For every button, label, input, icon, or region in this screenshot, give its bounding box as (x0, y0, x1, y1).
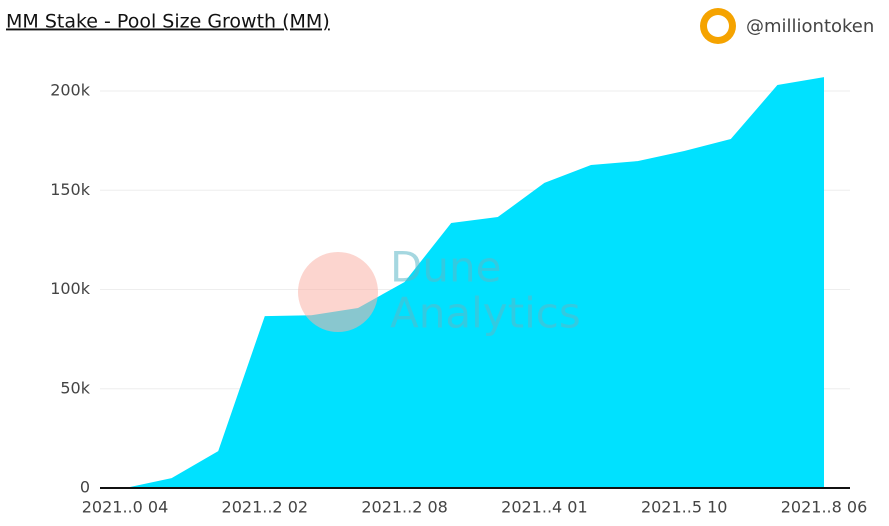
x-tick-label: 2021..2 08 (361, 498, 448, 517)
chart-title: MM Stake - Pool Size Growth (MM) (6, 11, 330, 33)
y-tick-label: 150k (50, 180, 91, 199)
y-tick-label: 100k (50, 279, 91, 298)
plot: 0 50k 100k 150k 200k 2021..0 04 2021..2 02 2021… (50, 77, 868, 517)
x-tick-label: 2021..8 06 (781, 498, 868, 517)
handle: @milliontoken (746, 16, 874, 37)
y-tick-label: 50k (60, 378, 90, 397)
x-tick-label: 2021..0 04 (82, 498, 169, 517)
x-tick-label: 2021..5 10 (641, 498, 728, 517)
watermark-logo (298, 252, 378, 332)
watermark-text: Dune (390, 243, 501, 292)
x-tick-label: 2021..2 02 (222, 498, 309, 517)
area (125, 77, 824, 488)
x-tick-label: 2021..4 01 (501, 498, 588, 517)
y-tick-label: 200k (50, 81, 91, 100)
avatar-inner (707, 15, 729, 37)
watermark-text: Analytics (390, 289, 581, 338)
watermark: Dune Analytics (298, 243, 581, 338)
y-tick-label: 0 (80, 478, 90, 497)
